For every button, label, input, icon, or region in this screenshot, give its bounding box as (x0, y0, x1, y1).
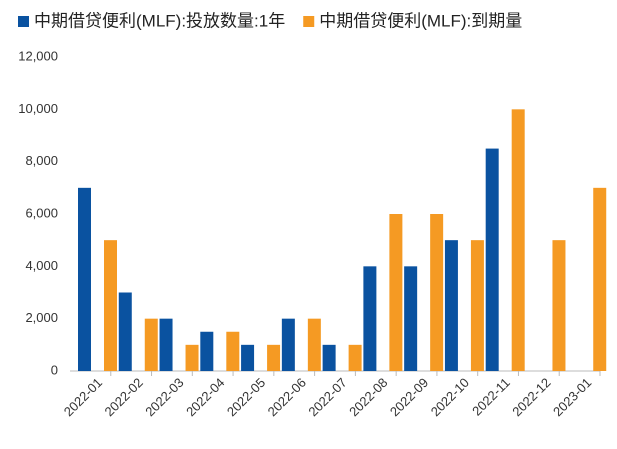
x-tick-label: 2022-08 (346, 375, 390, 419)
bar (267, 344, 281, 371)
y-tick-label: 2,000 (25, 310, 58, 325)
legend-swatch (18, 16, 29, 27)
y-tick-label: 8,000 (25, 153, 58, 168)
bar (363, 266, 377, 371)
bar (444, 240, 458, 371)
bar (78, 187, 91, 371)
x-tick-label: 2022-05 (224, 375, 268, 419)
legend-label: 中期借贷便利(MLF):投放数量:1年 (34, 11, 285, 30)
x-tick-label: 2022-02 (102, 375, 146, 419)
bar (485, 148, 499, 371)
bar (430, 214, 444, 371)
x-tick-label: 2022-12 (509, 375, 553, 419)
bar (552, 240, 566, 371)
legend-label: 中期借贷便利(MLF):到期量 (319, 11, 522, 30)
bar (389, 214, 403, 371)
bar (470, 240, 484, 371)
bar (241, 344, 255, 371)
bar (307, 318, 321, 371)
x-tick-label: 2022-01 (61, 375, 105, 419)
x-tick-label: 2022-09 (387, 375, 431, 419)
x-tick-label: 2022-07 (305, 375, 349, 419)
bar (322, 344, 336, 371)
bar (159, 318, 173, 371)
bar (404, 266, 418, 371)
y-tick-label: 10,000 (18, 101, 58, 116)
bar (281, 318, 295, 371)
x-tick-label: 2022-10 (428, 375, 472, 419)
x-tick-label: 2022-11 (469, 375, 513, 419)
bar (118, 292, 132, 371)
bar (104, 240, 117, 371)
legend-swatch (303, 16, 315, 27)
bar (511, 109, 525, 371)
y-tick-label: 4,000 (25, 258, 58, 273)
y-tick-label: 6,000 (25, 205, 58, 220)
bar (593, 187, 607, 371)
x-tick-label: 2022-04 (183, 375, 227, 419)
bar (185, 344, 199, 371)
y-tick-label: 12,000 (18, 48, 58, 63)
bar (144, 318, 158, 371)
x-tick-label: 2022-06 (265, 375, 309, 419)
x-tick-label: 2022-03 (142, 375, 186, 419)
bar (200, 331, 214, 371)
bar (226, 331, 240, 371)
bar (348, 344, 362, 371)
x-tick-label: 2023-01 (550, 375, 594, 419)
y-tick-label: 0 (51, 362, 58, 377)
